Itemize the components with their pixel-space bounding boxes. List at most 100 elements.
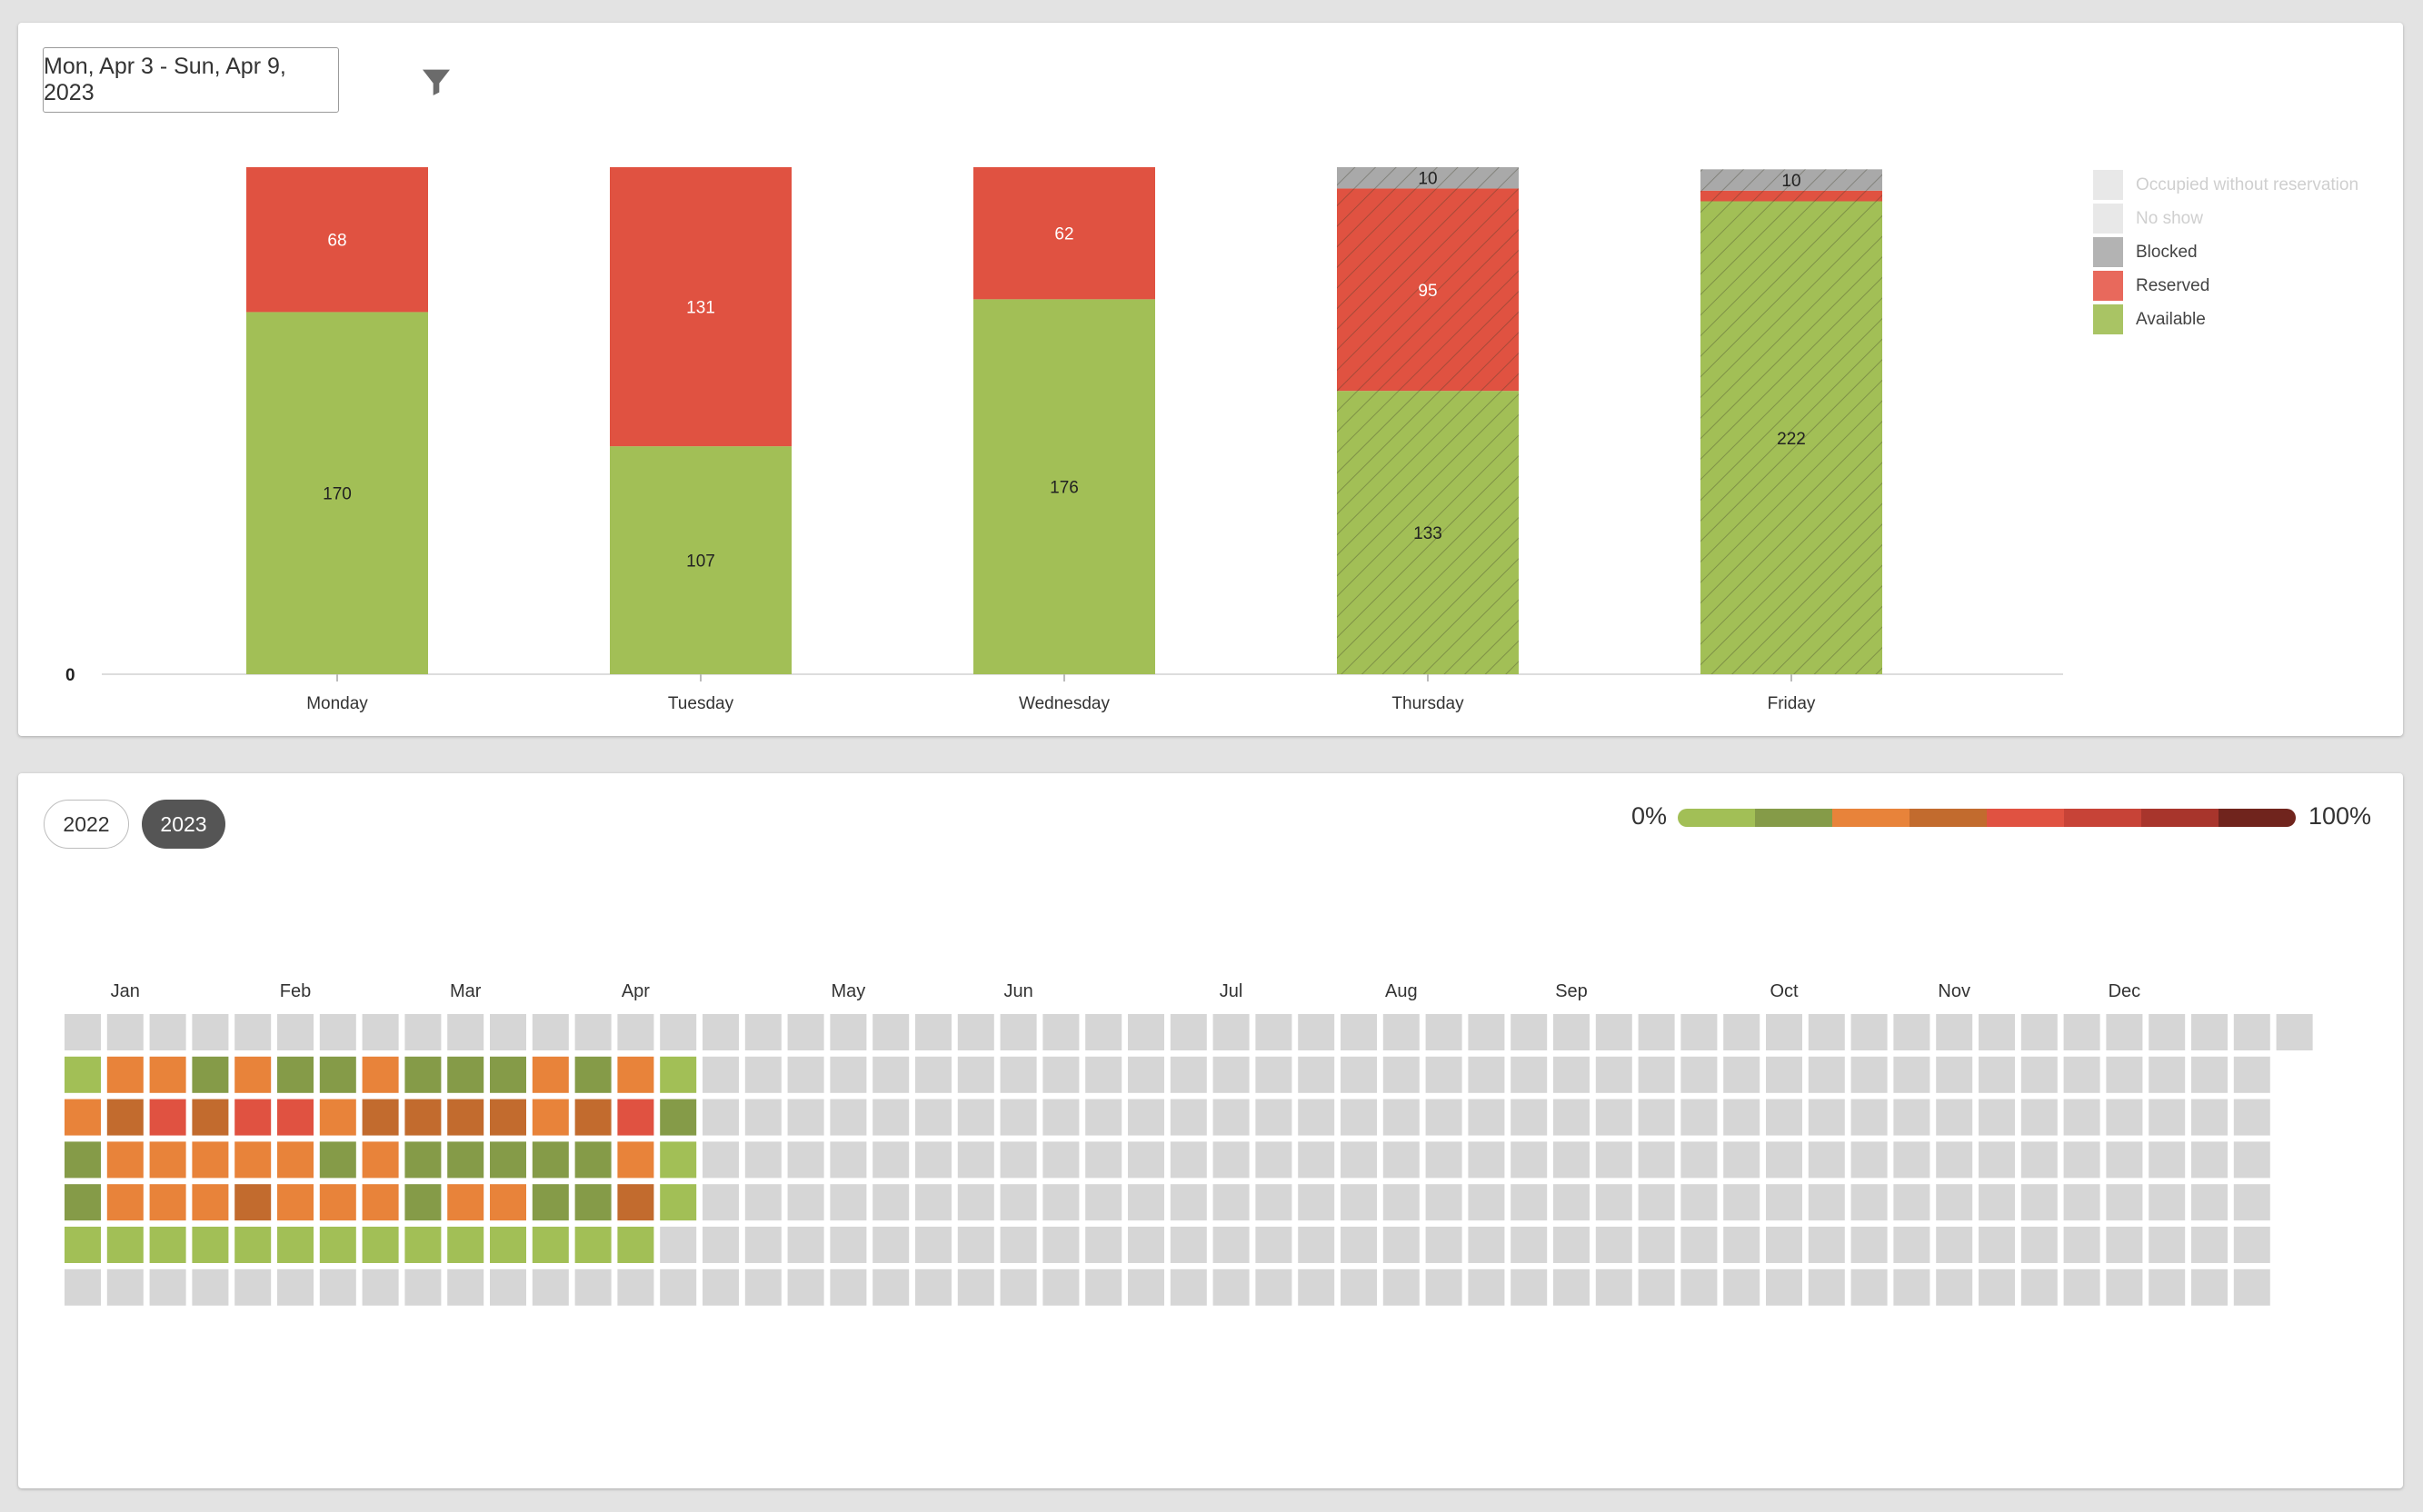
day-cell[interactable]	[234, 1056, 272, 1093]
day-cell[interactable]	[149, 1141, 186, 1179]
day-cell[interactable]	[915, 1014, 952, 1050]
day-cell[interactable]	[106, 1227, 144, 1263]
day-cell[interactable]	[1766, 1099, 1802, 1136]
day-cell[interactable]	[660, 1056, 697, 1093]
day-cell[interactable]	[192, 1227, 229, 1263]
day-cell[interactable]	[703, 1141, 739, 1179]
day-cell[interactable]	[1000, 1014, 1037, 1050]
day-cell[interactable]	[362, 1014, 399, 1050]
day-cell[interactable]	[1850, 1056, 1888, 1093]
day-cell[interactable]	[1212, 1184, 1250, 1221]
day-cell[interactable]	[65, 1268, 101, 1306]
day-cell[interactable]	[2191, 1014, 2228, 1050]
day-cell[interactable]	[319, 1014, 356, 1050]
day-cell[interactable]	[1936, 1056, 1973, 1093]
day-cell[interactable]	[1382, 1227, 1420, 1263]
day-cell[interactable]	[1298, 1056, 1335, 1093]
day-cell[interactable]	[744, 1014, 782, 1050]
day-cell[interactable]	[830, 1184, 867, 1221]
day-cell[interactable]	[65, 1227, 101, 1263]
day-cell[interactable]	[1511, 1227, 1548, 1263]
day-cell[interactable]	[1000, 1268, 1037, 1306]
day-cell[interactable]	[574, 1184, 612, 1221]
day-cell[interactable]	[1212, 1056, 1250, 1093]
day-cell[interactable]	[1850, 1141, 1888, 1179]
day-cell[interactable]	[1468, 1141, 1505, 1179]
day-cell[interactable]	[362, 1268, 399, 1306]
day-cell[interactable]	[1723, 1227, 1760, 1263]
day-cell[interactable]	[660, 1014, 697, 1050]
day-cell[interactable]	[1212, 1268, 1250, 1306]
day-cell[interactable]	[1468, 1099, 1505, 1136]
day-cell[interactable]	[830, 1141, 867, 1179]
day-cell[interactable]	[1382, 1141, 1420, 1179]
day-cell[interactable]	[1382, 1184, 1420, 1221]
day-cell[interactable]	[703, 1268, 739, 1306]
day-cell[interactable]	[362, 1099, 399, 1136]
day-cell[interactable]	[2063, 1141, 2100, 1179]
day-cell[interactable]	[447, 1184, 484, 1221]
day-cell[interactable]	[872, 1268, 910, 1306]
day-cell[interactable]	[106, 1014, 144, 1050]
day-cell[interactable]	[1128, 1141, 1164, 1179]
day-cell[interactable]	[1723, 1141, 1760, 1179]
day-cell[interactable]	[1723, 1056, 1760, 1093]
day-cell[interactable]	[1425, 1268, 1462, 1306]
day-cell[interactable]	[1128, 1056, 1164, 1093]
day-cell[interactable]	[915, 1099, 952, 1136]
day-cell[interactable]	[106, 1099, 144, 1136]
day-cell[interactable]	[1595, 1099, 1632, 1136]
day-cell[interactable]	[490, 1268, 526, 1306]
day-cell[interactable]	[1128, 1014, 1164, 1050]
day-cell[interactable]	[1298, 1184, 1335, 1221]
day-cell[interactable]	[1468, 1268, 1505, 1306]
day-cell[interactable]	[787, 1099, 824, 1136]
day-cell[interactable]	[2191, 1268, 2228, 1306]
day-cell[interactable]	[574, 1227, 612, 1263]
day-cell[interactable]	[2191, 1141, 2228, 1179]
day-cell[interactable]	[362, 1227, 399, 1263]
day-cell[interactable]	[1170, 1014, 1207, 1050]
day-cell[interactable]	[787, 1227, 824, 1263]
day-cell[interactable]	[1000, 1056, 1037, 1093]
day-cell[interactable]	[234, 1268, 272, 1306]
day-cell[interactable]	[319, 1099, 356, 1136]
day-cell[interactable]	[830, 1056, 867, 1093]
day-cell[interactable]	[1808, 1268, 1845, 1306]
day-cell[interactable]	[1595, 1056, 1632, 1093]
day-cell[interactable]	[1808, 1227, 1845, 1263]
day-cell[interactable]	[1936, 1141, 1973, 1179]
day-cell[interactable]	[65, 1014, 101, 1050]
day-cell[interactable]	[1893, 1014, 1930, 1050]
day-cell[interactable]	[1042, 1141, 1080, 1179]
day-cell[interactable]	[1808, 1056, 1845, 1093]
day-cell[interactable]	[703, 1227, 739, 1263]
day-cell[interactable]	[617, 1141, 654, 1179]
day-cell[interactable]	[1170, 1056, 1207, 1093]
day-cell[interactable]	[1042, 1056, 1080, 1093]
day-cell[interactable]	[787, 1268, 824, 1306]
day-cell[interactable]	[1893, 1099, 1930, 1136]
day-cell[interactable]	[957, 1227, 994, 1263]
day-cell[interactable]	[1298, 1227, 1335, 1263]
day-cell[interactable]	[1893, 1141, 1930, 1179]
day-cell[interactable]	[660, 1141, 697, 1179]
day-cell[interactable]	[2191, 1227, 2228, 1263]
day-cell[interactable]	[2191, 1184, 2228, 1221]
day-cell[interactable]	[1511, 1056, 1548, 1093]
day-cell[interactable]	[404, 1141, 442, 1179]
day-cell[interactable]	[1595, 1227, 1632, 1263]
day-cell[interactable]	[1382, 1014, 1420, 1050]
day-cell[interactable]	[404, 1184, 442, 1221]
day-cell[interactable]	[1042, 1014, 1080, 1050]
day-cell[interactable]	[1128, 1227, 1164, 1263]
day-cell[interactable]	[1511, 1141, 1548, 1179]
day-cell[interactable]	[2149, 1014, 2186, 1050]
day-cell[interactable]	[447, 1056, 484, 1093]
day-cell[interactable]	[703, 1184, 739, 1221]
day-cell[interactable]	[2020, 1099, 2058, 1136]
legend-item-no-show[interactable]: No show	[2093, 202, 2358, 235]
day-cell[interactable]	[957, 1141, 994, 1179]
day-cell[interactable]	[1766, 1056, 1802, 1093]
day-cell[interactable]	[1468, 1227, 1505, 1263]
